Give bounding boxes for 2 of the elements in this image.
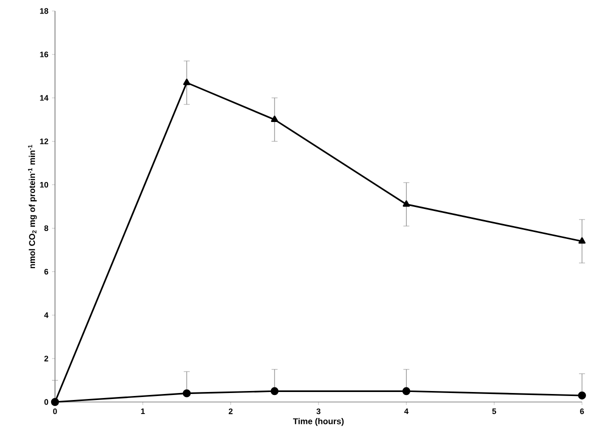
x-axis-title: Time (hours): [293, 418, 344, 426]
y-axis-title: nmol CO$_{2}$ mg of protein$^{-1}$ min$^{-1}$: [28, 144, 37, 268]
